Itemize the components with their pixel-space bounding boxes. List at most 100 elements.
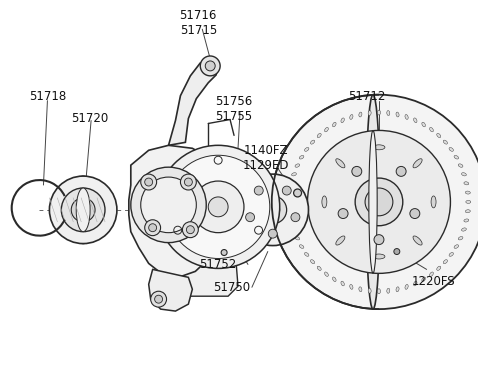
Ellipse shape xyxy=(373,254,385,259)
Ellipse shape xyxy=(368,288,371,293)
Ellipse shape xyxy=(462,228,467,231)
Ellipse shape xyxy=(464,182,469,185)
Ellipse shape xyxy=(368,110,371,115)
Ellipse shape xyxy=(359,287,362,292)
Circle shape xyxy=(61,188,105,232)
Circle shape xyxy=(192,181,244,233)
Ellipse shape xyxy=(304,253,309,256)
Circle shape xyxy=(200,56,220,76)
Ellipse shape xyxy=(465,210,470,213)
Ellipse shape xyxy=(458,236,463,240)
Ellipse shape xyxy=(465,191,470,194)
Circle shape xyxy=(352,166,362,176)
Ellipse shape xyxy=(336,236,345,245)
Circle shape xyxy=(291,213,300,222)
Ellipse shape xyxy=(287,201,292,203)
Circle shape xyxy=(182,222,198,238)
Ellipse shape xyxy=(430,127,433,132)
Circle shape xyxy=(77,204,89,216)
Ellipse shape xyxy=(291,228,297,231)
Circle shape xyxy=(294,189,301,197)
Circle shape xyxy=(272,95,480,309)
Circle shape xyxy=(259,196,287,224)
Circle shape xyxy=(141,174,156,190)
Ellipse shape xyxy=(443,260,447,264)
Ellipse shape xyxy=(405,115,408,120)
Ellipse shape xyxy=(454,245,458,248)
Ellipse shape xyxy=(350,285,353,289)
Ellipse shape xyxy=(458,164,463,167)
Ellipse shape xyxy=(377,289,381,294)
Ellipse shape xyxy=(405,285,408,289)
Circle shape xyxy=(396,166,406,176)
Ellipse shape xyxy=(288,210,293,213)
Circle shape xyxy=(208,197,228,217)
Ellipse shape xyxy=(414,281,417,286)
Ellipse shape xyxy=(289,182,294,185)
Circle shape xyxy=(184,178,192,186)
Circle shape xyxy=(149,224,156,232)
Ellipse shape xyxy=(341,118,344,123)
Circle shape xyxy=(374,234,384,245)
Ellipse shape xyxy=(295,164,300,167)
Ellipse shape xyxy=(377,110,381,115)
Text: 51712: 51712 xyxy=(348,90,386,103)
Circle shape xyxy=(365,188,393,216)
Circle shape xyxy=(205,61,215,71)
Ellipse shape xyxy=(324,127,328,132)
Ellipse shape xyxy=(336,159,345,168)
Circle shape xyxy=(308,130,450,273)
Ellipse shape xyxy=(350,115,353,120)
Ellipse shape xyxy=(430,272,433,276)
Ellipse shape xyxy=(72,176,94,244)
Ellipse shape xyxy=(251,178,271,242)
Ellipse shape xyxy=(373,145,385,150)
Ellipse shape xyxy=(387,288,390,293)
Ellipse shape xyxy=(387,110,390,115)
Circle shape xyxy=(155,295,163,303)
Ellipse shape xyxy=(366,95,380,309)
Ellipse shape xyxy=(413,159,422,168)
Ellipse shape xyxy=(464,219,469,222)
Circle shape xyxy=(254,186,263,195)
Circle shape xyxy=(144,178,153,186)
Ellipse shape xyxy=(341,281,344,286)
Circle shape xyxy=(141,177,196,233)
Ellipse shape xyxy=(289,219,294,222)
Ellipse shape xyxy=(324,272,328,276)
Ellipse shape xyxy=(443,140,447,144)
Ellipse shape xyxy=(304,147,309,151)
Circle shape xyxy=(410,208,420,219)
Circle shape xyxy=(266,203,280,217)
Ellipse shape xyxy=(422,277,425,282)
Polygon shape xyxy=(180,256,238,296)
Ellipse shape xyxy=(76,188,90,232)
Ellipse shape xyxy=(333,277,336,282)
Ellipse shape xyxy=(322,196,327,208)
Ellipse shape xyxy=(311,260,315,264)
Circle shape xyxy=(144,220,161,236)
Ellipse shape xyxy=(437,133,441,138)
Circle shape xyxy=(186,226,194,234)
Ellipse shape xyxy=(449,253,454,256)
Ellipse shape xyxy=(359,112,362,117)
Polygon shape xyxy=(149,270,192,311)
Text: 51718: 51718 xyxy=(30,90,67,103)
Circle shape xyxy=(71,198,95,222)
Ellipse shape xyxy=(431,196,436,208)
Ellipse shape xyxy=(422,122,425,127)
Ellipse shape xyxy=(369,130,377,273)
Ellipse shape xyxy=(254,197,268,222)
Circle shape xyxy=(167,155,270,259)
Ellipse shape xyxy=(295,236,300,240)
Text: 51716
51715: 51716 51715 xyxy=(180,9,217,37)
Ellipse shape xyxy=(333,122,336,127)
Ellipse shape xyxy=(311,140,315,144)
Text: 1220FS: 1220FS xyxy=(412,275,456,288)
Circle shape xyxy=(338,208,348,219)
Circle shape xyxy=(156,145,280,268)
Circle shape xyxy=(49,176,117,244)
Ellipse shape xyxy=(288,191,293,194)
Text: 51756
51755: 51756 51755 xyxy=(216,95,252,123)
Circle shape xyxy=(394,248,400,254)
